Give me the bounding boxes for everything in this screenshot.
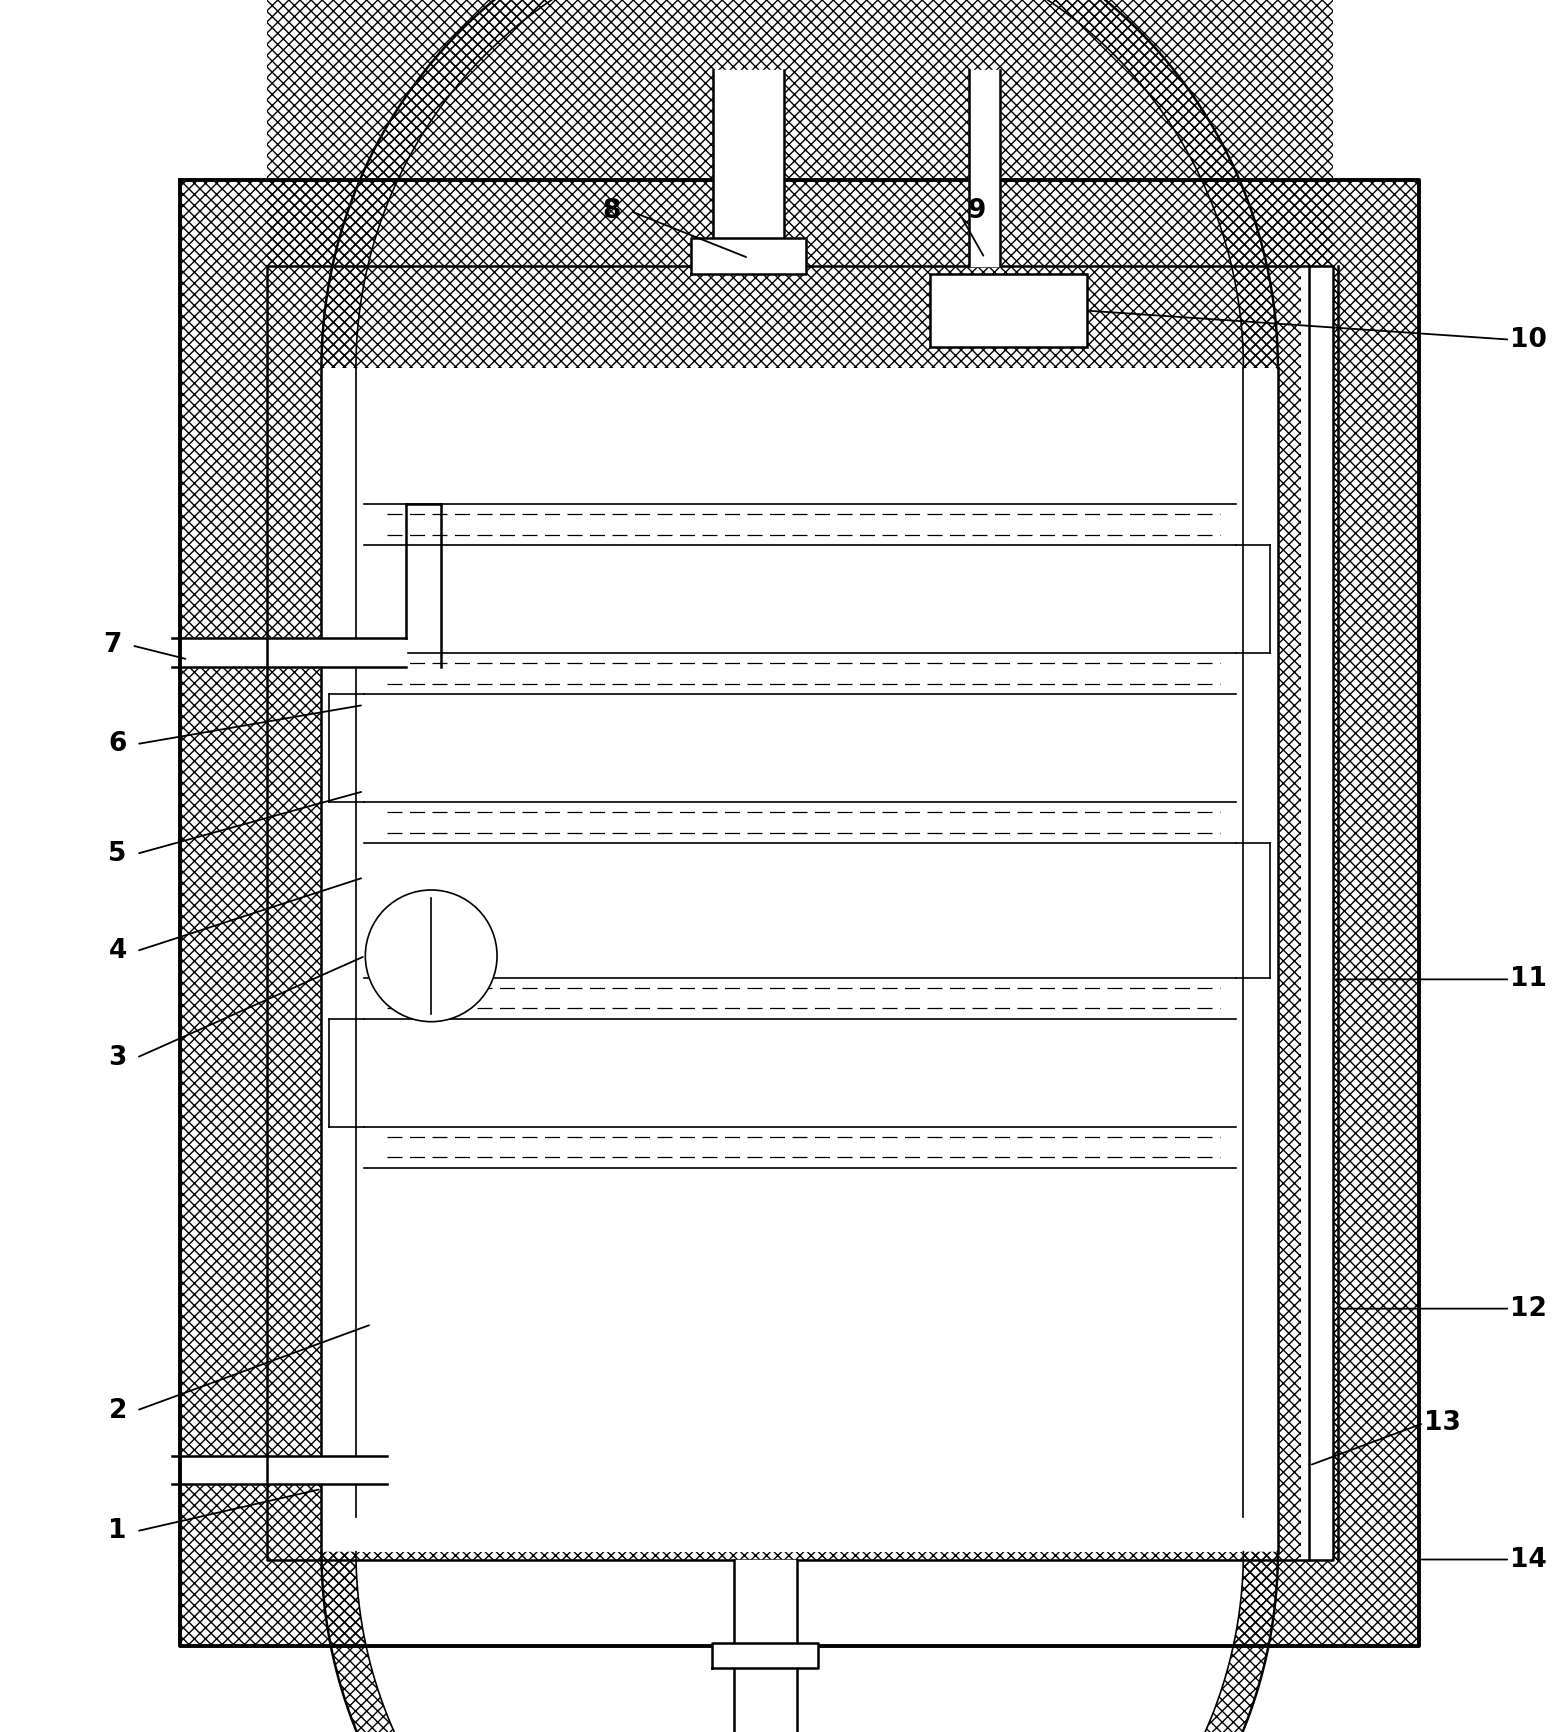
Bar bbox=[321, 1552, 1278, 1559]
Text: 14: 14 bbox=[1510, 1547, 1548, 1573]
Text: 4: 4 bbox=[108, 939, 127, 965]
Polygon shape bbox=[691, 237, 806, 274]
Bar bbox=[930, 274, 1087, 348]
Text: 5: 5 bbox=[108, 842, 127, 868]
Text: 3: 3 bbox=[108, 1044, 127, 1070]
Bar bbox=[267, 0, 1333, 267]
Bar bbox=[1333, 267, 1338, 1559]
Bar bbox=[180, 267, 267, 1559]
Text: 10: 10 bbox=[1510, 327, 1548, 353]
Bar bbox=[1278, 267, 1301, 1559]
Text: 6: 6 bbox=[108, 731, 127, 757]
Polygon shape bbox=[267, 0, 1333, 367]
Bar bbox=[180, 180, 1419, 267]
Bar bbox=[180, 1559, 1419, 1645]
Bar bbox=[1333, 267, 1419, 1559]
Text: 9: 9 bbox=[967, 197, 986, 223]
Bar bbox=[267, 267, 321, 1559]
Polygon shape bbox=[356, 0, 1243, 1732]
Text: 1: 1 bbox=[108, 1519, 127, 1545]
Text: 8: 8 bbox=[602, 197, 621, 223]
Polygon shape bbox=[712, 1642, 818, 1668]
Text: 13: 13 bbox=[1424, 1410, 1461, 1436]
Circle shape bbox=[365, 890, 497, 1022]
Bar bbox=[321, 267, 1278, 367]
Text: 11: 11 bbox=[1510, 966, 1548, 992]
Text: 12: 12 bbox=[1510, 1296, 1548, 1322]
Text: 2: 2 bbox=[108, 1398, 127, 1424]
Text: 7: 7 bbox=[103, 632, 122, 658]
